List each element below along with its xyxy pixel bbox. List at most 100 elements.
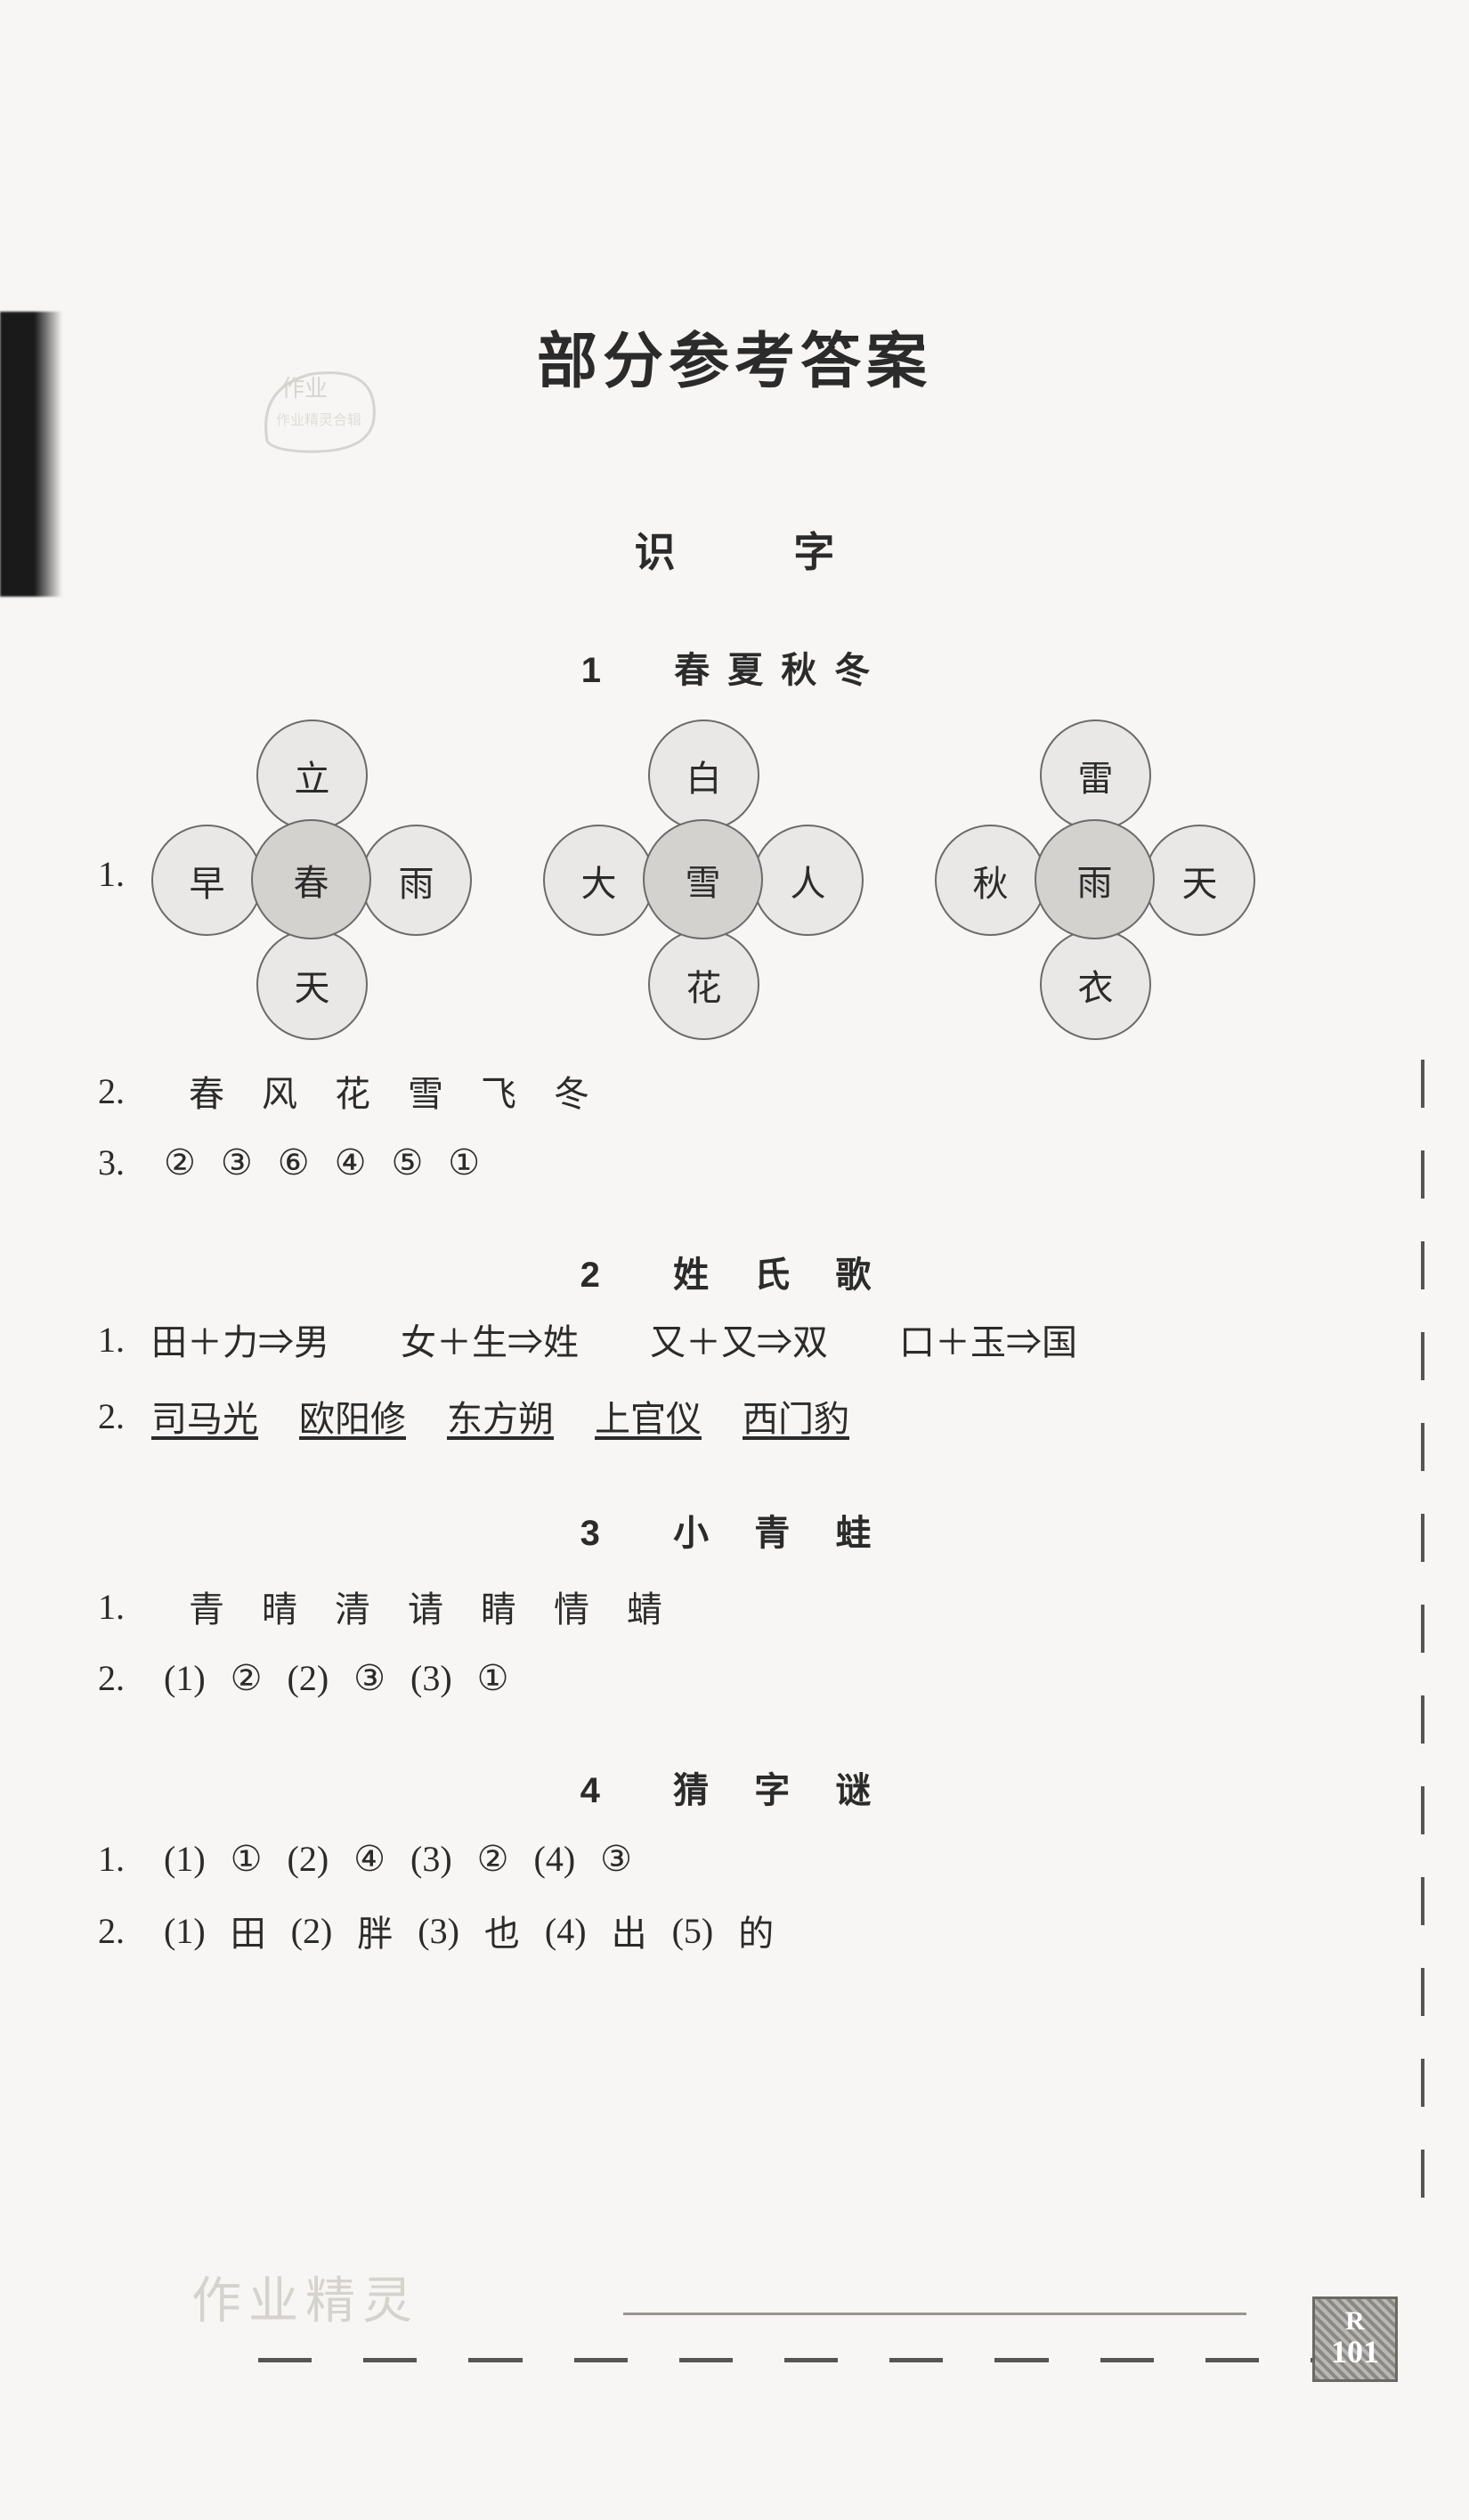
cut-line-right (1421, 1060, 1423, 2235)
q-number: 1. (98, 1586, 151, 1628)
char-equation: 女＋生⇒姓 (401, 1313, 579, 1365)
underlined-name: 西门豹 (743, 1390, 849, 1442)
lesson-2-title: 2 姓 氏 歌 (98, 1246, 1371, 1297)
answer-char: 冬 (554, 1065, 589, 1117)
lesson-4-item-2: 2. (1) 田 (2) 胖 (3) 也 (4) 出 (5) 的 (98, 1905, 1371, 1956)
paren-answer: ④ (353, 1838, 386, 1880)
underlined-name: 欧阳修 (299, 1390, 406, 1442)
paren-answer: 出 (612, 1905, 647, 1956)
paren-answer: ① (231, 1838, 263, 1880)
flower-diagram-1: 立 早 春 雨 天 (151, 719, 472, 1040)
q-number: 2. (98, 1070, 151, 1112)
answer-char: 情 (554, 1581, 589, 1632)
answer-char: 清 (335, 1581, 370, 1632)
content-area: 1 春夏秋冬 1. 立 早 春 雨 天 白 大 雪 人 花 (0, 641, 1469, 1956)
lesson-2-name: 姓 氏 歌 (673, 1256, 889, 1295)
paren-label: (4) (534, 1838, 576, 1880)
paren-answer: ① (477, 1657, 509, 1699)
underlined-name: 司马光 (151, 1390, 258, 1442)
lesson-1-title: 1 春夏秋冬 (98, 641, 1371, 693)
lesson-1-number: 1 (581, 651, 619, 690)
answer-char: 晴 (262, 1581, 297, 1632)
circled-answer: ⑤ (391, 1142, 423, 1183)
underlined-name: 上官仪 (595, 1390, 702, 1442)
lesson-1-item-2: 2. 春 风 花 雪 飞 冬 (98, 1065, 1371, 1117)
q-number: 2. (98, 1910, 151, 1952)
lesson-1-item-3: 3. ② ③ ⑥ ④ ⑤ ① (98, 1142, 1371, 1183)
badge-letter: R (1345, 2308, 1365, 2335)
lesson-3-item-1: 1. 青 晴 清 请 睛 情 蜻 (98, 1581, 1371, 1632)
lesson-4-title: 4 猜 字 谜 (98, 1761, 1371, 1813)
underlined-name: 东方朔 (447, 1390, 554, 1442)
petal-right: 雨 (361, 825, 472, 936)
cut-line-bottom (258, 2358, 1416, 2361)
answer-char: 飞 (481, 1065, 516, 1117)
page-number-badge: R 101 (1312, 2296, 1398, 2382)
answer-char: 风 (262, 1065, 297, 1117)
svg-text:作业精灵合辑: 作业精灵合辑 (276, 412, 361, 428)
paren-answer: 的 (738, 1905, 774, 1956)
answer-char: 睛 (481, 1581, 516, 1632)
q-number: 3. (98, 1142, 151, 1183)
paren-answer: ③ (353, 1657, 386, 1699)
circled-answer: ⑥ (278, 1142, 310, 1183)
q-number: 1. (98, 853, 151, 895)
watermark-bottom: 作业精灵 (191, 2261, 419, 2333)
page-root: 作业 作业精灵合辑 部分参考答案 识 字 1 春夏秋冬 1. 立 早 春 雨 天 (0, 312, 1469, 2520)
lesson-3-item-2: 2. (1) ② (2) ③ (3) ① (98, 1657, 1371, 1699)
answer-char: 青 (189, 1581, 224, 1632)
paren-label: (2) (291, 1910, 333, 1952)
paren-answer: 也 (484, 1905, 520, 1956)
answer-char: 春 (189, 1065, 224, 1117)
paren-answer: ② (231, 1657, 263, 1699)
q-number: 2. (98, 1657, 151, 1699)
petal-bottom: 衣 (1040, 929, 1151, 1040)
petal-right: 人 (752, 825, 864, 936)
footer-rule (623, 2313, 1246, 2315)
petal-top: 立 (256, 719, 368, 831)
paren-label: (2) (288, 1838, 329, 1880)
char-equation: 田＋力⇒男 (151, 1313, 329, 1365)
lesson-2-item-1: 1. 田＋力⇒男 女＋生⇒姓 又＋又⇒双 口＋玉⇒国 (98, 1313, 1371, 1365)
lesson-3-name: 小 青 蛙 (673, 1514, 889, 1553)
flower-center: 春 (251, 819, 371, 939)
paren-label: (3) (418, 1910, 459, 1952)
answer-char: 雪 (408, 1065, 443, 1117)
petal-left: 早 (151, 825, 263, 936)
paren-answer: ③ (600, 1838, 632, 1880)
main-title: 部分参考答案 (0, 312, 1469, 400)
circled-answer: ③ (221, 1142, 253, 1183)
lesson-4-name: 猜 字 谜 (673, 1771, 889, 1810)
lesson-3-number: 3 (580, 1514, 618, 1553)
petal-top: 雷 (1040, 719, 1151, 831)
watermark-stamp-top: 作业 作业精灵合辑 (249, 361, 383, 459)
lesson-2-item-2: 2. 司马光 欧阳修 东方朔 上官仪 西门豹 (98, 1390, 1371, 1442)
circled-answer: ② (164, 1142, 196, 1183)
circled-answer: ④ (335, 1142, 367, 1183)
scan-artifact-left (0, 312, 62, 597)
circled-answer: ① (448, 1142, 480, 1183)
paren-label: (1) (164, 1838, 206, 1880)
section-title: 识 字 (0, 520, 1469, 579)
lesson-1-name: 春夏秋冬 (674, 651, 888, 690)
char-equation: 又＋又⇒双 (650, 1313, 828, 1365)
paren-label: (2) (288, 1657, 329, 1699)
petal-bottom: 花 (648, 929, 759, 1040)
answer-char: 蜻 (627, 1581, 662, 1632)
answer-char: 请 (408, 1581, 443, 1632)
paren-label: (3) (410, 1838, 452, 1880)
lesson-2-number: 2 (580, 1256, 618, 1295)
paren-answer: 胖 (357, 1905, 393, 1956)
petal-top: 白 (648, 719, 759, 831)
lesson-1-item-1: 1. 立 早 春 雨 天 白 大 雪 人 花 雷 秋 雨 天 (98, 719, 1371, 1040)
paren-label: (3) (410, 1657, 452, 1699)
q-number: 1. (98, 1319, 151, 1361)
q-number: 1. (98, 1838, 151, 1880)
paren-answer: ② (477, 1838, 509, 1880)
paren-label: (4) (545, 1910, 587, 1952)
petal-left: 大 (543, 825, 654, 936)
petal-left: 秋 (935, 825, 1046, 936)
flower-diagram-3: 雷 秋 雨 天 衣 (935, 719, 1255, 1040)
paren-answer: 田 (231, 1905, 266, 1956)
svg-text:作业: 作业 (281, 376, 328, 402)
